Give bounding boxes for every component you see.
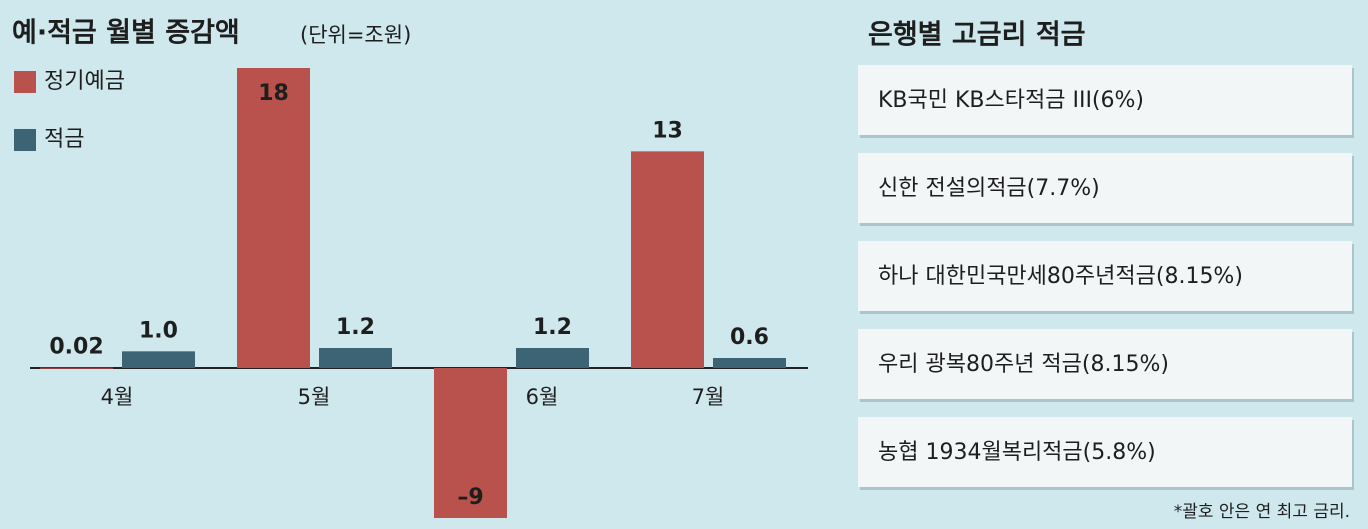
panel-title: 은행별 고금리 적금: [868, 20, 1086, 51]
bar: [237, 68, 310, 368]
panel-item: KB국민 KB스타적금 III(6%): [878, 88, 1144, 113]
panel-item: 하나 대한민국만세80주년적금(8.15%): [878, 264, 1243, 289]
panel-box: [858, 241, 1352, 311]
value-label: 18: [258, 81, 289, 106]
x-tick-label: 7월: [692, 385, 725, 409]
value-label: 1.0: [139, 318, 178, 343]
value-label: 0.6: [730, 325, 769, 350]
bar: [122, 351, 195, 368]
x-tick-label: 5월: [298, 385, 331, 409]
panel-box: [858, 65, 1352, 135]
x-tick-label: 4월: [101, 385, 134, 409]
panel-box: [858, 329, 1352, 399]
chart-title: 예·적금 월별 증감액: [12, 18, 240, 49]
value-label: –9: [457, 485, 483, 510]
bar: [434, 368, 507, 518]
bar: [319, 348, 392, 368]
chart-subtitle: (단위=조원): [300, 23, 411, 47]
legend-label: 정기예금: [44, 69, 125, 94]
panel-item: 신한 전설의적금(7.7%): [878, 176, 1100, 201]
legend-swatch: [14, 129, 36, 151]
legend-swatch: [14, 71, 36, 93]
value-label: 13: [652, 118, 683, 143]
footnote: *괄호 안은 연 최고 금리.: [1174, 502, 1350, 522]
bar: [40, 367, 113, 369]
bar: [631, 151, 704, 368]
panel-box: [858, 153, 1352, 223]
panel-item: 우리 광복80주년 적금(8.15%): [878, 352, 1169, 377]
value-label: 0.02: [49, 335, 103, 360]
bar: [713, 358, 786, 368]
panel-box: [858, 417, 1352, 487]
panel-item: 농협 1934월복리적금(5.8%): [878, 440, 1156, 465]
bar: [516, 348, 589, 368]
value-label: 1.2: [336, 315, 375, 340]
value-label: 1.2: [533, 315, 572, 340]
legend-label: 적금: [44, 127, 84, 152]
x-tick-label: 6월: [526, 385, 559, 409]
